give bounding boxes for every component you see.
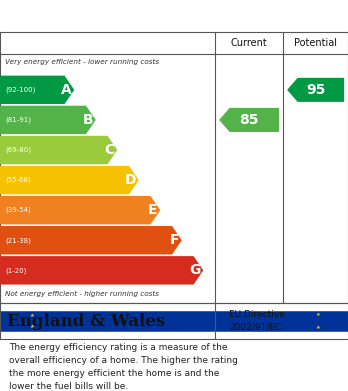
- Text: (21-38): (21-38): [5, 237, 31, 244]
- Text: ★: ★: [316, 312, 321, 317]
- Polygon shape: [0, 196, 160, 224]
- Text: (1-20): (1-20): [5, 267, 26, 274]
- Text: B: B: [82, 113, 93, 127]
- Text: Potential: Potential: [294, 38, 337, 48]
- Text: (69-80): (69-80): [5, 147, 31, 153]
- Text: ★: ★: [316, 325, 321, 330]
- Text: EU Directive
2002/91/EC: EU Directive 2002/91/EC: [229, 310, 285, 332]
- Text: (92-100): (92-100): [5, 87, 35, 93]
- FancyBboxPatch shape: [0, 311, 348, 331]
- Text: (81-91): (81-91): [5, 117, 31, 123]
- Text: Energy Efficiency Rating: Energy Efficiency Rating: [9, 9, 210, 24]
- Polygon shape: [219, 108, 279, 132]
- Text: G: G: [189, 264, 200, 277]
- Text: F: F: [169, 233, 179, 247]
- Text: 95: 95: [306, 83, 325, 97]
- Text: England & Wales: England & Wales: [7, 312, 165, 330]
- Text: (55-68): (55-68): [5, 177, 31, 183]
- Polygon shape: [0, 106, 96, 134]
- Polygon shape: [287, 78, 344, 102]
- Text: D: D: [125, 173, 136, 187]
- Text: 85: 85: [239, 113, 259, 127]
- Text: ★: ★: [29, 313, 34, 318]
- Polygon shape: [0, 226, 182, 255]
- Text: The energy efficiency rating is a measure of the
overall efficiency of a home. T: The energy efficiency rating is a measur…: [9, 343, 238, 391]
- Polygon shape: [0, 75, 74, 104]
- Text: E: E: [148, 203, 158, 217]
- Text: C: C: [104, 143, 114, 157]
- Polygon shape: [0, 136, 117, 164]
- Polygon shape: [0, 166, 139, 194]
- Text: ★: ★: [29, 324, 34, 329]
- Polygon shape: [0, 256, 203, 285]
- Text: Not energy efficient - higher running costs: Not energy efficient - higher running co…: [5, 291, 159, 297]
- Text: Current: Current: [231, 38, 268, 48]
- Text: A: A: [61, 83, 71, 97]
- Text: (39-54): (39-54): [5, 207, 31, 213]
- Text: Very energy efficient - lower running costs: Very energy efficient - lower running co…: [5, 59, 159, 65]
